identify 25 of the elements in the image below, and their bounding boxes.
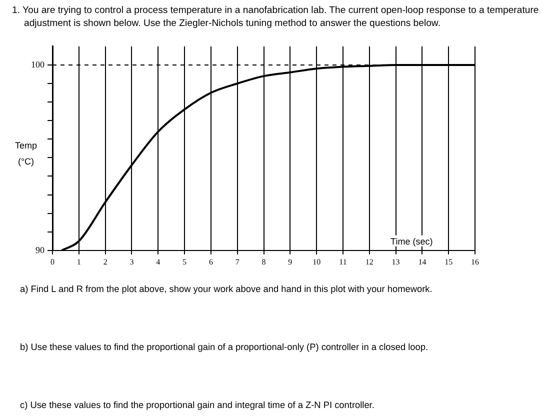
x-tick-label: 13 bbox=[392, 257, 400, 266]
x-tick-label: 15 bbox=[444, 257, 453, 266]
x-tick-label: 9 bbox=[288, 257, 292, 266]
x-tick-label: 0 bbox=[50, 257, 54, 266]
x-axis-title: Time (sec) bbox=[390, 236, 433, 246]
x-tick-label: 3 bbox=[130, 257, 134, 266]
text: a) Find L and R from the plot above, show your work above and hand in this plot with your homework. bbox=[20, 284, 432, 294]
x-tick-label: 11 bbox=[339, 257, 347, 266]
x-tick-label: 8 bbox=[262, 257, 266, 266]
x-tick-label: 14 bbox=[418, 257, 426, 266]
x-tick-label: 12 bbox=[365, 257, 374, 266]
x-tick-label: 10 bbox=[312, 257, 321, 266]
x-tick-label: 2 bbox=[103, 257, 108, 266]
x-tick-label: 1 bbox=[76, 257, 81, 266]
x-tick-label: 6 bbox=[208, 257, 213, 266]
x-tick-label: 7 bbox=[235, 257, 240, 266]
y-axis-title: Temp (°C) bbox=[14, 140, 38, 166]
x-tick-label: 4 bbox=[156, 257, 160, 266]
x-tick-label: 5 bbox=[182, 257, 187, 266]
chart-title: 1. You are trying to control a process temperature in a nanofabrication lab. The current open-loop response to a temperature adjustment is shown below. Use the Ziegler-Nichols tuning method to answer the questions below. bbox=[12, 4, 540, 30]
x-tick-label: 16 bbox=[471, 257, 479, 266]
text: c) Use these values to find the proportional gain and integral time of a Z-N PI controller. bbox=[20, 400, 374, 410]
text: b) Use these values to find the proportional gain of a proportional-only (P) controller in a closed loop. bbox=[20, 342, 428, 352]
y-tick-label: 90 bbox=[36, 244, 45, 255]
y-tick-label: 100 bbox=[31, 59, 45, 70]
